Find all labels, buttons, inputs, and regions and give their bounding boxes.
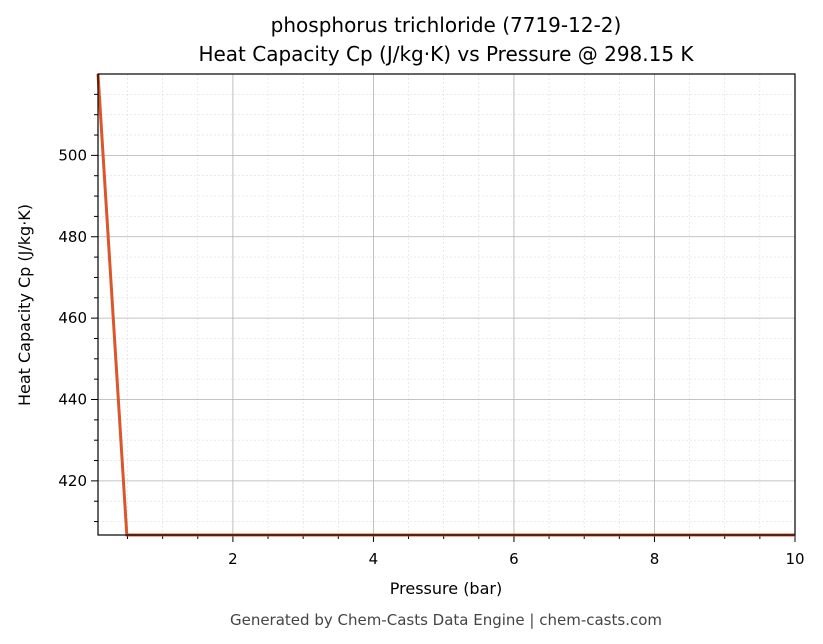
- y-tick-label: 420: [58, 472, 87, 490]
- plot-frame: [97, 73, 796, 536]
- x-tick-label: 2: [228, 550, 238, 568]
- chart-subtitle: Heat Capacity Cp (J/kg·K) vs Pressure @ …: [198, 42, 694, 66]
- x-tick-label: 8: [650, 550, 660, 568]
- x-tick-label: 6: [509, 550, 519, 568]
- y-tick-label: 480: [58, 228, 87, 246]
- y-tick-label: 440: [58, 391, 87, 409]
- data-line: [96, 73, 795, 537]
- y-axis-label: Heat Capacity Cp (J/kg·K): [15, 204, 34, 406]
- y-tick-label: 460: [58, 309, 87, 327]
- chart-title: phosphorus trichloride (7719-12-2): [271, 13, 622, 37]
- x-tick-label: 4: [369, 550, 379, 568]
- footer: Generated by Chem-Casts Data Engine | ch…: [230, 611, 662, 629]
- x-axis-label: Pressure (bar): [390, 579, 502, 598]
- y-tick-label: 500: [58, 146, 87, 164]
- x-tick-label: 10: [785, 550, 804, 568]
